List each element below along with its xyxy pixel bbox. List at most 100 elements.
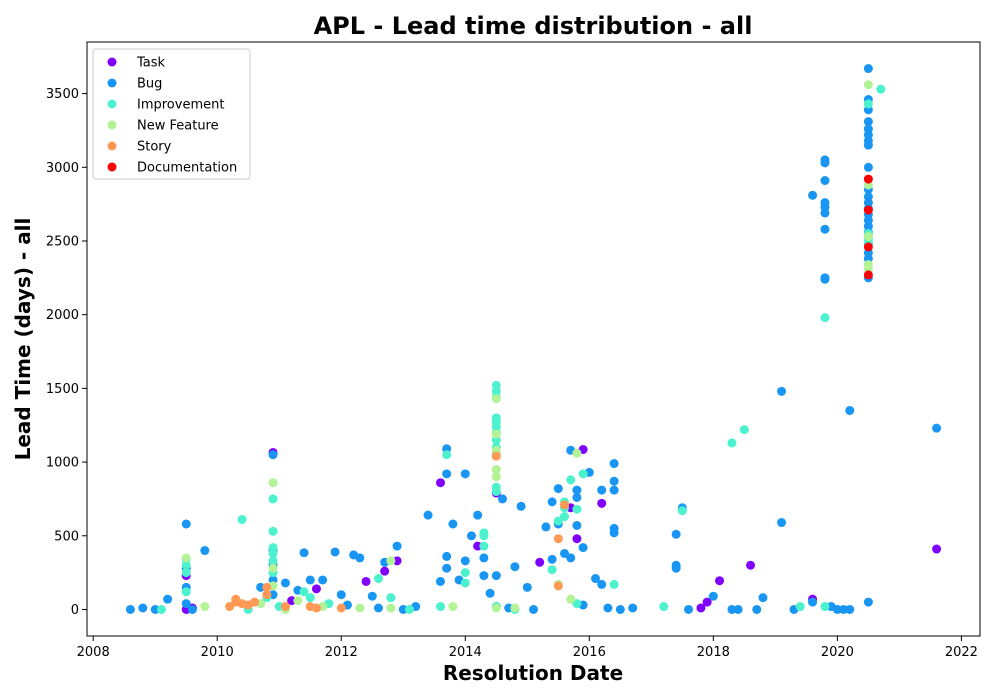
point-new-feature: [268, 478, 278, 488]
point-improvement: [547, 565, 557, 575]
point-bug: [125, 604, 135, 614]
point-new-feature: [491, 429, 501, 439]
point-bug: [256, 582, 266, 592]
point-improvement: [739, 425, 749, 435]
point-bug: [752, 604, 762, 614]
point-bug: [187, 604, 197, 614]
point-task: [435, 478, 445, 488]
point-improvement: [820, 313, 830, 323]
point-improvement: [373, 574, 383, 584]
point-improvement: [863, 99, 873, 109]
point-documentation: [863, 174, 873, 184]
legend-label: Task: [136, 56, 166, 71]
point-bug: [448, 519, 458, 529]
point-bug: [597, 579, 607, 589]
point-bug: [572, 492, 582, 502]
point-bug: [398, 604, 408, 614]
legend-label: Documentation: [137, 161, 237, 176]
legend-label: Story: [137, 140, 172, 155]
point-improvement: [181, 568, 191, 578]
point-documentation: [863, 205, 873, 215]
point-improvement: [659, 602, 669, 612]
point-bug: [820, 158, 830, 168]
point-bug: [863, 597, 873, 607]
point-new-feature: [566, 594, 576, 604]
point-bug: [553, 484, 563, 494]
point-new-feature: [863, 232, 873, 242]
point-improvement: [305, 593, 315, 603]
legend-label: Bug: [137, 77, 162, 92]
point-task: [715, 576, 725, 586]
point-improvement: [820, 602, 830, 612]
point-task: [287, 596, 297, 606]
point-improvement: [404, 604, 414, 614]
point-bug: [200, 546, 210, 556]
point-task: [473, 541, 483, 551]
point-task: [361, 576, 371, 586]
point-bug: [305, 575, 315, 585]
point-improvement: [181, 587, 191, 597]
point-story: [262, 582, 272, 592]
point-task: [572, 534, 582, 544]
y-tick-label: 1000: [46, 456, 79, 471]
point-bug: [522, 582, 532, 592]
point-improvement: [460, 578, 470, 588]
legend-marker: [107, 141, 117, 151]
x-tick-label: 2012: [325, 645, 358, 660]
point-improvement: [572, 599, 582, 609]
point-documentation: [863, 242, 873, 252]
point-new-feature: [200, 602, 210, 612]
point-bug: [355, 553, 365, 563]
point-bug: [820, 176, 830, 186]
point-improvement: [572, 504, 582, 514]
point-bug: [609, 459, 619, 469]
point-bug: [473, 510, 483, 520]
point-bug: [373, 603, 383, 613]
point-bug: [777, 386, 787, 396]
point-bug: [442, 563, 452, 573]
point-bug: [845, 405, 855, 415]
point-bug: [863, 64, 873, 74]
point-improvement: [435, 602, 445, 612]
point-improvement: [268, 548, 278, 558]
point-bug: [597, 485, 607, 495]
point-improvement: [268, 556, 278, 566]
point-bug: [671, 563, 681, 573]
point-bug: [299, 548, 309, 558]
point-task: [932, 544, 942, 554]
y-tick-label: 3500: [46, 87, 79, 102]
x-tick-label: 2016: [573, 645, 606, 660]
point-bug: [609, 485, 619, 495]
point-improvement: [237, 515, 247, 525]
legend-label: Improvement: [137, 98, 224, 113]
x-axis-title: Resolution Date: [443, 661, 623, 685]
y-tick-label: 0: [71, 603, 79, 618]
point-bug: [516, 501, 526, 511]
point-new-feature: [386, 603, 396, 613]
point-improvement: [268, 526, 278, 536]
point-story: [311, 603, 321, 613]
point-new-feature: [491, 464, 501, 474]
point-story: [336, 603, 346, 613]
point-new-feature: [510, 603, 520, 613]
point-bug: [547, 554, 557, 564]
point-improvement: [553, 516, 563, 526]
legend: Task Bug Improvement New Feature Story Docume…: [92, 48, 251, 180]
point-bug: [566, 553, 576, 563]
point-improvement: [677, 506, 687, 516]
point-new-feature: [268, 563, 278, 573]
point-bug: [510, 562, 520, 572]
point-bug: [609, 476, 619, 486]
point-new-feature: [293, 596, 303, 606]
point-bug: [138, 603, 148, 613]
point-story: [553, 534, 563, 544]
point-bug: [684, 604, 694, 614]
point-bug: [547, 497, 557, 507]
point-bug: [318, 575, 328, 585]
point-improvement: [299, 587, 309, 597]
point-story: [280, 602, 290, 612]
point-improvement: [442, 450, 452, 460]
point-task: [702, 597, 712, 607]
legend-box: [92, 48, 251, 180]
point-new-feature: [448, 602, 458, 612]
